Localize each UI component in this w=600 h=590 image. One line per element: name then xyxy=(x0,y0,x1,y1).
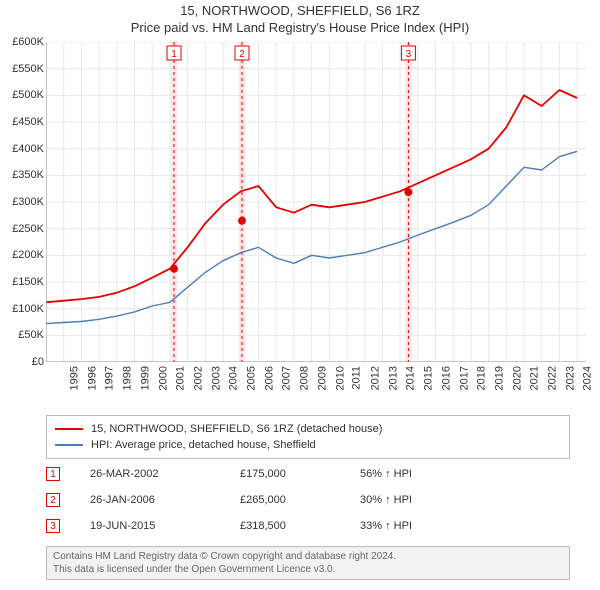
sale-date: 19-JUN-2015 xyxy=(90,520,240,532)
x-tick-label: 2022 xyxy=(547,366,559,390)
legend-label: HPI: Average price, detached house, Shef… xyxy=(91,439,316,451)
legend-label: 15, NORTHWOOD, SHEFFIELD, S6 1RZ (detach… xyxy=(91,423,382,435)
x-tick-label: 2002 xyxy=(192,366,204,390)
x-tick-label: 2008 xyxy=(299,366,311,390)
x-tick-label: 1999 xyxy=(139,366,151,390)
x-tick-label: 2011 xyxy=(351,366,363,390)
y-tick-label: £450K xyxy=(2,116,44,128)
attribution-footer: Contains HM Land Registry data © Crown c… xyxy=(46,546,570,580)
x-tick-label: 2012 xyxy=(369,366,381,390)
sale-relative: 30% ↑ HPI xyxy=(360,494,480,506)
x-tick-label: 2021 xyxy=(529,366,541,390)
svg-text:3: 3 xyxy=(406,49,412,60)
sale-relative: 56% ↑ HPI xyxy=(360,468,480,480)
footer-line-1: Contains HM Land Registry data © Crown c… xyxy=(53,550,563,563)
sale-date: 26-JAN-2006 xyxy=(90,494,240,506)
x-tick-label: 1996 xyxy=(86,366,98,390)
sale-row: 3 19-JUN-2015£318,50033% ↑ HPI xyxy=(46,513,570,539)
legend: 15, NORTHWOOD, SHEFFIELD, S6 1RZ (detach… xyxy=(46,415,570,459)
x-tick-label: 2000 xyxy=(157,366,169,390)
y-tick-label: £550K xyxy=(2,63,44,75)
x-tick-label: 2005 xyxy=(246,366,258,390)
y-tick-label: £600K xyxy=(2,36,44,48)
legend-swatch xyxy=(55,428,83,430)
footer-line-2: This data is licensed under the Open Gov… xyxy=(53,563,563,576)
sale-price: £265,000 xyxy=(240,494,360,506)
x-tick-label: 2017 xyxy=(458,366,470,390)
chart-title: 15, NORTHWOOD, SHEFFIELD, S6 1RZ xyxy=(0,3,600,18)
x-tick-label: 2007 xyxy=(281,366,293,390)
y-tick-label: £0 xyxy=(2,356,44,368)
x-tick-label: 1997 xyxy=(104,366,116,390)
legend-item: 15, NORTHWOOD, SHEFFIELD, S6 1RZ (detach… xyxy=(55,421,561,437)
x-tick-label: 2024 xyxy=(582,366,594,390)
sale-row: 1 26-MAR-2002£175,00056% ↑ HPI xyxy=(46,461,570,487)
x-tick-label: 2010 xyxy=(334,366,346,390)
sale-marker-box: 2 xyxy=(46,493,60,507)
y-tick-label: £50K xyxy=(2,329,44,341)
sale-marker-box: 1 xyxy=(46,467,60,481)
sale-relative: 33% ↑ HPI xyxy=(360,520,480,532)
sales-table: 1 26-MAR-2002£175,00056% ↑ HPI 2 26-JAN-200… xyxy=(46,461,570,539)
y-tick-label: £150K xyxy=(2,276,44,288)
svg-text:2: 2 xyxy=(239,49,245,60)
sale-price: £318,500 xyxy=(240,520,360,532)
chart-svg: 1 2 3 xyxy=(46,42,586,362)
x-tick-label: 2019 xyxy=(493,366,505,390)
y-tick-label: £100K xyxy=(2,303,44,315)
x-tick-label: 2013 xyxy=(387,366,399,390)
y-tick-label: £300K xyxy=(2,196,44,208)
sale-row: 2 26-JAN-2006£265,00030% ↑ HPI xyxy=(46,487,570,513)
x-tick-label: 2003 xyxy=(210,366,222,390)
svg-text:1: 1 xyxy=(171,49,177,60)
legend-item: HPI: Average price, detached house, Shef… xyxy=(55,437,561,453)
chart-subtitle: Price paid vs. HM Land Registry's House … xyxy=(0,20,600,35)
x-tick-label: 2020 xyxy=(511,366,523,390)
sale-date: 26-MAR-2002 xyxy=(90,468,240,480)
legend-swatch xyxy=(55,444,83,446)
y-tick-label: £200K xyxy=(2,249,44,261)
x-tick-label: 2006 xyxy=(263,366,275,390)
y-tick-label: £250K xyxy=(2,223,44,235)
x-tick-label: 1995 xyxy=(68,366,80,390)
y-tick-label: £400K xyxy=(2,143,44,155)
x-tick-label: 1998 xyxy=(122,366,134,390)
x-tick-label: 2016 xyxy=(440,366,452,390)
x-tick-label: 2004 xyxy=(228,366,240,390)
y-tick-label: £350K xyxy=(2,169,44,181)
sale-price: £175,000 xyxy=(240,468,360,480)
x-tick-label: 2018 xyxy=(476,366,488,390)
x-tick-label: 2014 xyxy=(405,366,417,390)
x-tick-label: 2001 xyxy=(175,366,187,390)
sale-marker-box: 3 xyxy=(46,519,60,533)
chart-plot-area: 1 2 3 xyxy=(46,42,586,362)
y-tick-label: £500K xyxy=(2,89,44,101)
x-tick-label: 2009 xyxy=(316,366,328,390)
x-tick-label: 2023 xyxy=(564,366,576,390)
x-tick-label: 2015 xyxy=(423,366,435,390)
